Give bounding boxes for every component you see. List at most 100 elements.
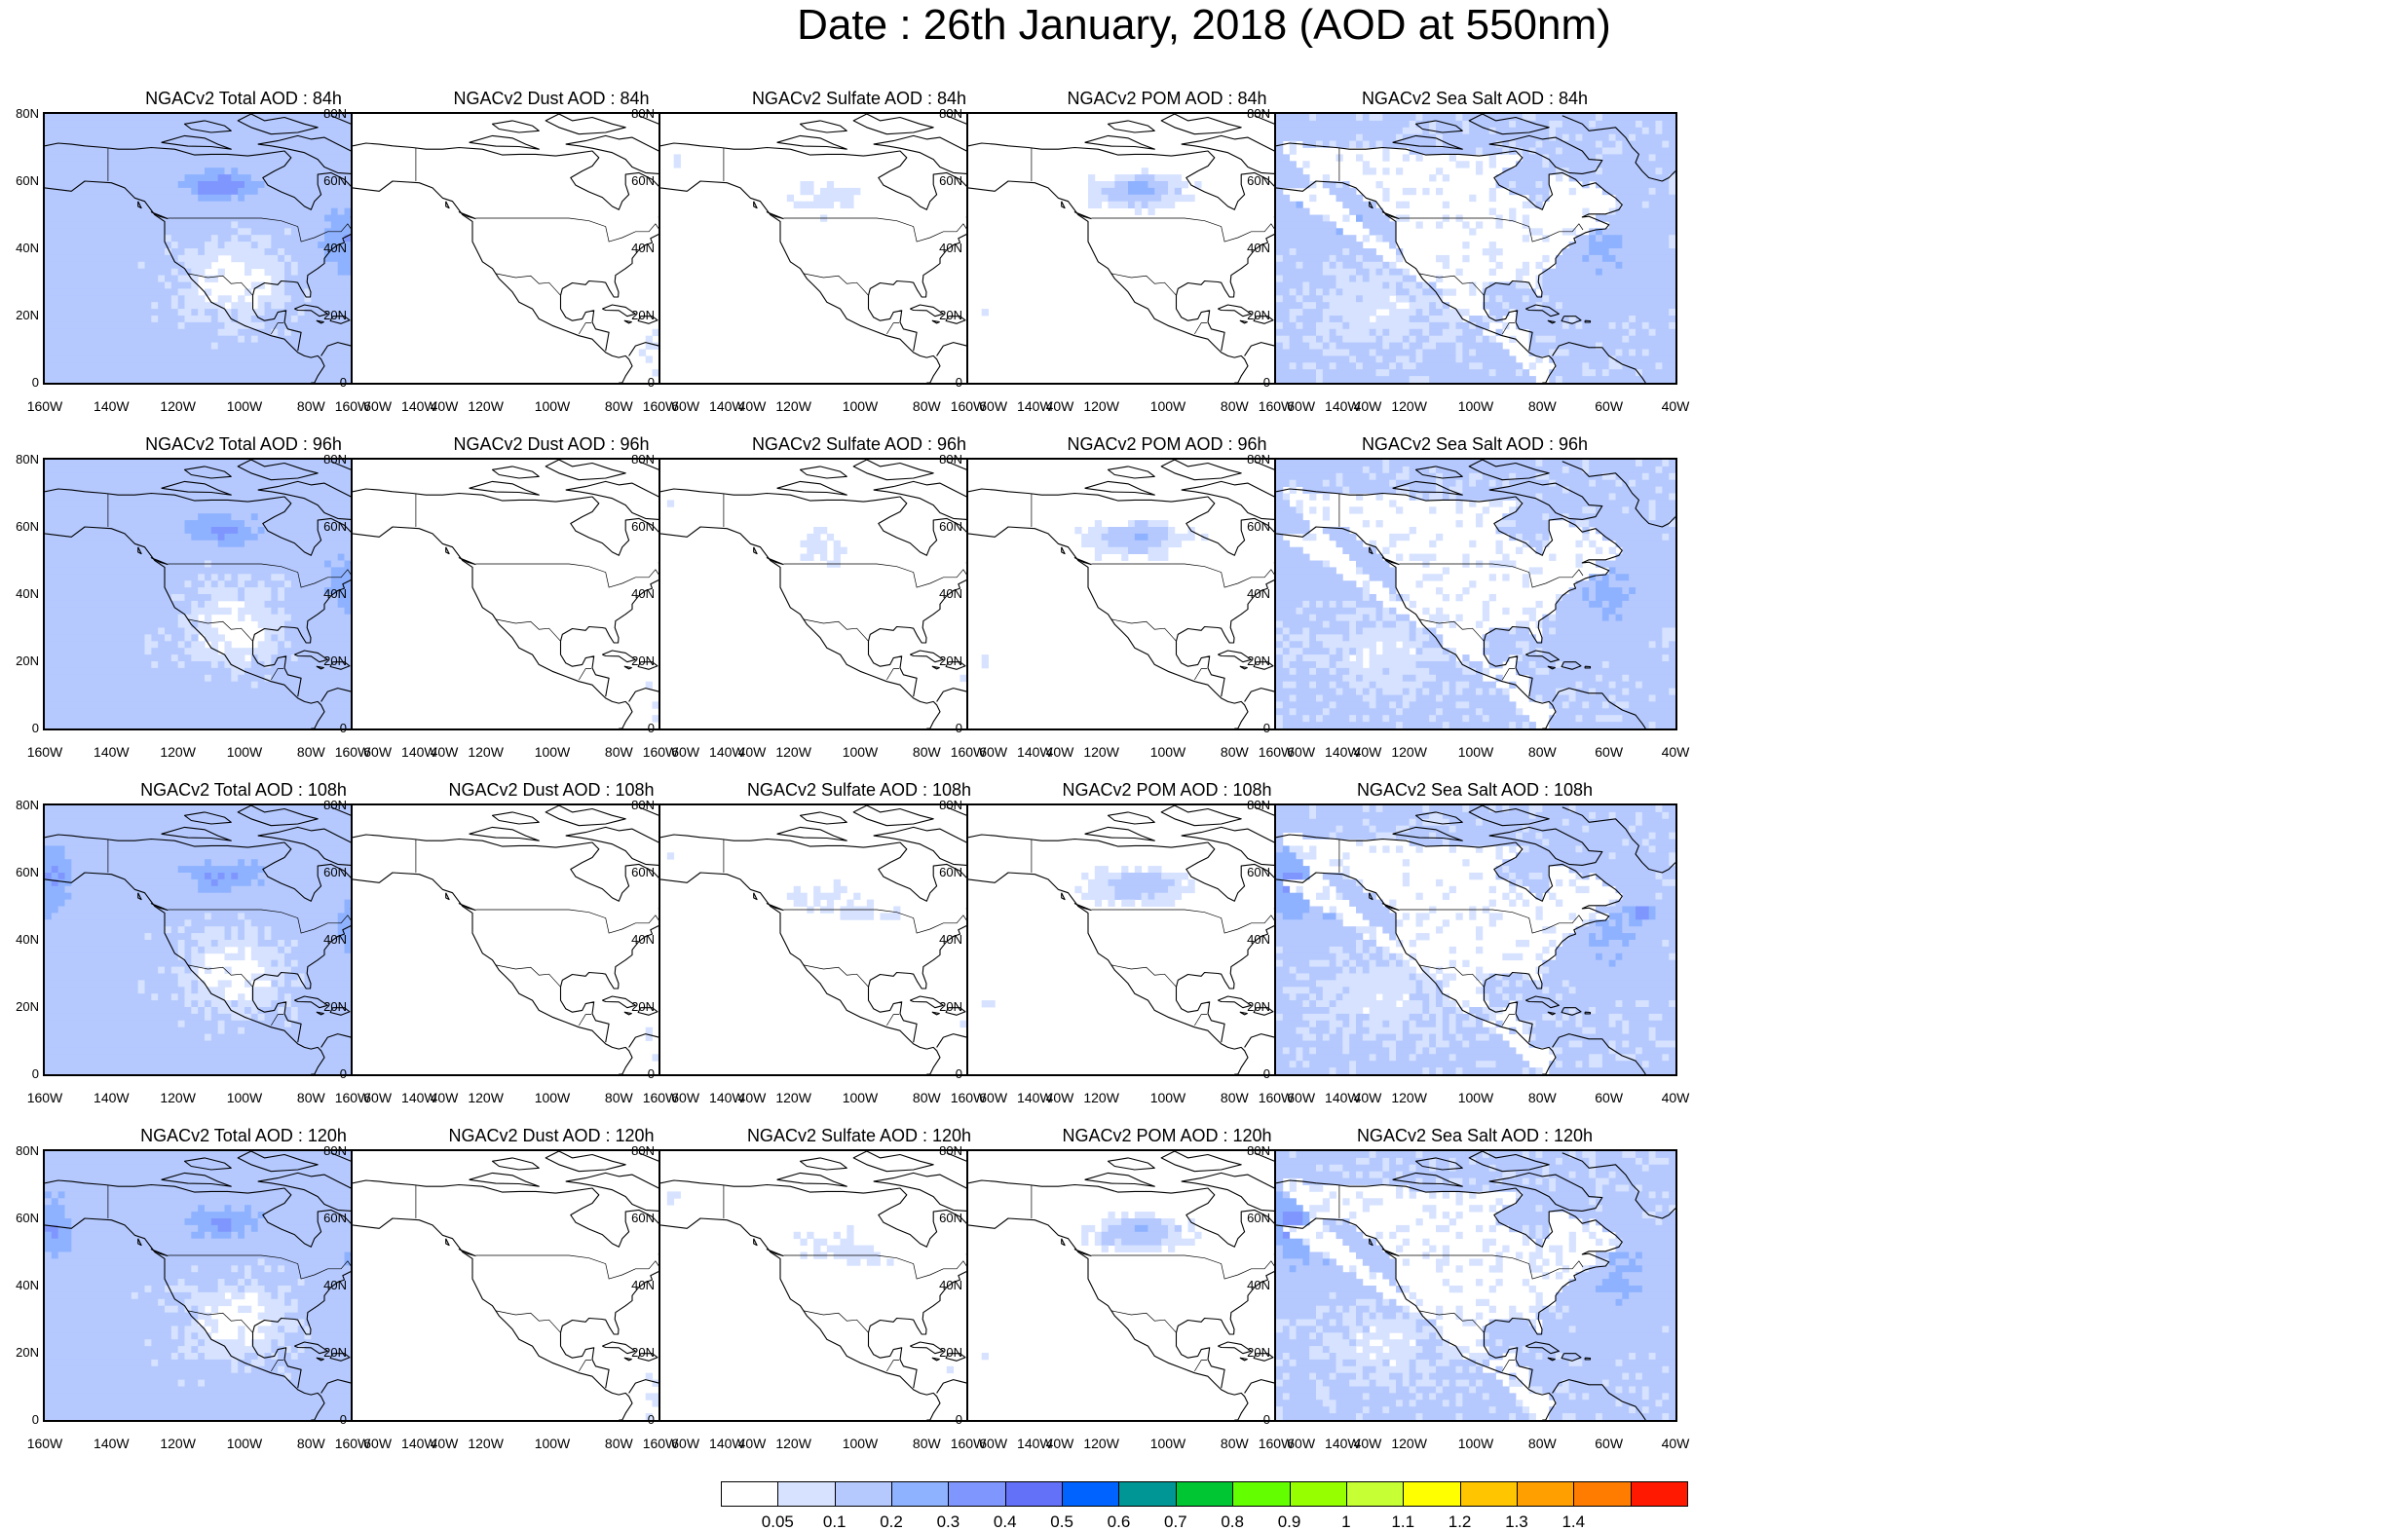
lon-tick-label: 100W bbox=[226, 1436, 263, 1451]
panel-title: NGACv2 Total AOD : 84h bbox=[145, 89, 342, 108]
lat-tick-label: 60N bbox=[939, 1211, 962, 1225]
lon-tick-label: 160W bbox=[1258, 398, 1295, 414]
lon-tick-label: 100W bbox=[842, 744, 879, 760]
lon-tick-label: 120W bbox=[160, 1436, 196, 1451]
country-borders bbox=[107, 494, 353, 681]
lon-tick-label: 40W bbox=[1353, 398, 1382, 414]
country-borders bbox=[1338, 494, 1584, 681]
panel-title: NGACv2 Dust AOD : 96h bbox=[453, 434, 650, 454]
lon-tick-label: 120W bbox=[468, 744, 504, 760]
country-borders bbox=[1031, 148, 1276, 335]
lon-tick-label: 160W bbox=[1258, 1090, 1295, 1105]
colorbar-label: 0.6 bbox=[1107, 1512, 1131, 1531]
lon-tick-label: 60W bbox=[1287, 744, 1316, 760]
lon-tick-label: 60W bbox=[1595, 1090, 1624, 1105]
lon-tick-label: 40W bbox=[1661, 398, 1690, 414]
lon-tick-label: 140W bbox=[94, 1090, 130, 1105]
lat-tick-label: 60N bbox=[631, 865, 655, 879]
panel-title: NGACv2 Total AOD : 108h bbox=[140, 780, 347, 800]
lat-tick-label: 20N bbox=[16, 653, 39, 668]
colorbar-label: 0.8 bbox=[1221, 1512, 1244, 1531]
lon-tick-label: 40W bbox=[430, 398, 459, 414]
lat-tick-label: 20N bbox=[1247, 308, 1270, 322]
map-frame bbox=[1274, 803, 1677, 1076]
lat-tick-label: 20N bbox=[631, 1345, 655, 1360]
lon-tick-label: 160W bbox=[1258, 744, 1295, 760]
lon-tick-label: 60W bbox=[1287, 1436, 1316, 1451]
lon-tick-label: 60W bbox=[363, 1436, 393, 1451]
lon-tick-label: 140W bbox=[401, 744, 437, 760]
lat-tick-label: 0 bbox=[31, 721, 39, 735]
coastline bbox=[1276, 114, 1675, 383]
lat-tick-label: 60N bbox=[631, 519, 655, 534]
map-frame bbox=[43, 458, 446, 730]
panel-title: NGACv2 Sulfate AOD : 120h bbox=[746, 1126, 972, 1145]
lon-tick-label: 140W bbox=[709, 744, 745, 760]
colorbar-label: 0.05 bbox=[761, 1512, 794, 1531]
lon-tick-label: 100W bbox=[1457, 744, 1494, 760]
country-borders bbox=[1338, 148, 1584, 335]
lon-tick-label: 120W bbox=[468, 1090, 504, 1105]
lon-tick-label: 140W bbox=[94, 1436, 130, 1451]
lon-tick-label: 160W bbox=[26, 1090, 63, 1105]
lat-tick-label: 0 bbox=[647, 721, 655, 735]
colorbar-label: 1.1 bbox=[1391, 1512, 1415, 1531]
lat-tick-label: 40N bbox=[323, 241, 347, 255]
lon-tick-label: 160W bbox=[950, 1436, 987, 1451]
lon-tick-label: 60W bbox=[1287, 398, 1316, 414]
lon-tick-label: 120W bbox=[1391, 398, 1427, 414]
country-borders bbox=[107, 840, 353, 1027]
lon-tick-label: 160W bbox=[642, 398, 679, 414]
lon-tick-label: 140W bbox=[1325, 744, 1361, 760]
lat-tick-label: 0 bbox=[955, 375, 962, 390]
lat-tick-label: 80N bbox=[631, 798, 655, 812]
lon-tick-label: 120W bbox=[1083, 1436, 1119, 1451]
lon-tick-label: 80W bbox=[1220, 398, 1249, 414]
country-borders bbox=[415, 840, 660, 1027]
lon-tick-label: 80W bbox=[296, 398, 325, 414]
lon-tick-label: 40W bbox=[430, 1090, 459, 1105]
panel-title: NGACv2 Sulfate AOD : 96h bbox=[751, 434, 967, 454]
map-panel-seasalt-84h: NGACv2 Sea Salt AOD : 84h 80N 60N 40N 20N 0 16… bbox=[1231, 88, 1718, 433]
lat-tick-label: 20N bbox=[631, 653, 655, 668]
colorbar-swatch bbox=[1516, 1481, 1575, 1507]
country-borders bbox=[1031, 1185, 1276, 1372]
lat-tick-label: 80N bbox=[16, 798, 39, 812]
lon-tick-label: 60W bbox=[1595, 398, 1624, 414]
lat-tick-label: 80N bbox=[323, 452, 347, 467]
lat-tick-label: 40N bbox=[631, 586, 655, 601]
lat-tick-label: 80N bbox=[939, 452, 962, 467]
lon-tick-label: 80W bbox=[604, 398, 633, 414]
lon-tick-label: 60W bbox=[979, 1090, 1008, 1105]
lon-tick-label: 80W bbox=[1527, 1436, 1557, 1451]
aod-field-map bbox=[1276, 805, 1675, 1074]
lat-tick-label: 0 bbox=[31, 1066, 39, 1081]
lat-tick-label: 20N bbox=[1247, 999, 1270, 1014]
lon-tick-label: 60W bbox=[363, 1090, 393, 1105]
lat-tick-label: 40N bbox=[1247, 932, 1270, 947]
panel-title: NGACv2 POM AOD : 120h bbox=[1062, 1126, 1272, 1145]
lat-tick-label: 60N bbox=[16, 173, 39, 188]
country-borders bbox=[415, 1185, 660, 1372]
lat-tick-label: 80N bbox=[631, 1143, 655, 1158]
lat-tick-label: 40N bbox=[939, 932, 962, 947]
lat-tick-label: 40N bbox=[16, 932, 39, 947]
colorbar-label: 1.4 bbox=[1561, 1512, 1586, 1531]
lon-tick-label: 80W bbox=[912, 744, 941, 760]
lon-tick-label: 40W bbox=[737, 398, 767, 414]
colorbar-swatch bbox=[1004, 1481, 1064, 1507]
lon-tick-label: 120W bbox=[160, 1090, 196, 1105]
aod-field-map bbox=[968, 1151, 1368, 1420]
panel-title: NGACv2 Total AOD : 96h bbox=[145, 434, 342, 454]
lat-tick-label: 80N bbox=[323, 798, 347, 812]
lat-tick-label: 60N bbox=[1247, 519, 1270, 534]
aod-shading bbox=[673, 154, 974, 343]
lon-tick-label: 140W bbox=[709, 1090, 745, 1105]
lon-tick-label: 120W bbox=[775, 1436, 811, 1451]
lon-tick-label: 140W bbox=[401, 398, 437, 414]
panel-title: NGACv2 Dust AOD : 120h bbox=[448, 1126, 655, 1145]
lon-tick-label: 140W bbox=[1017, 1090, 1053, 1105]
lat-tick-label: 20N bbox=[939, 1345, 962, 1360]
page-title: Date : 26th January, 2018 (AOD at 550nm) bbox=[797, 1, 1611, 49]
lat-tick-label: 0 bbox=[955, 721, 962, 735]
